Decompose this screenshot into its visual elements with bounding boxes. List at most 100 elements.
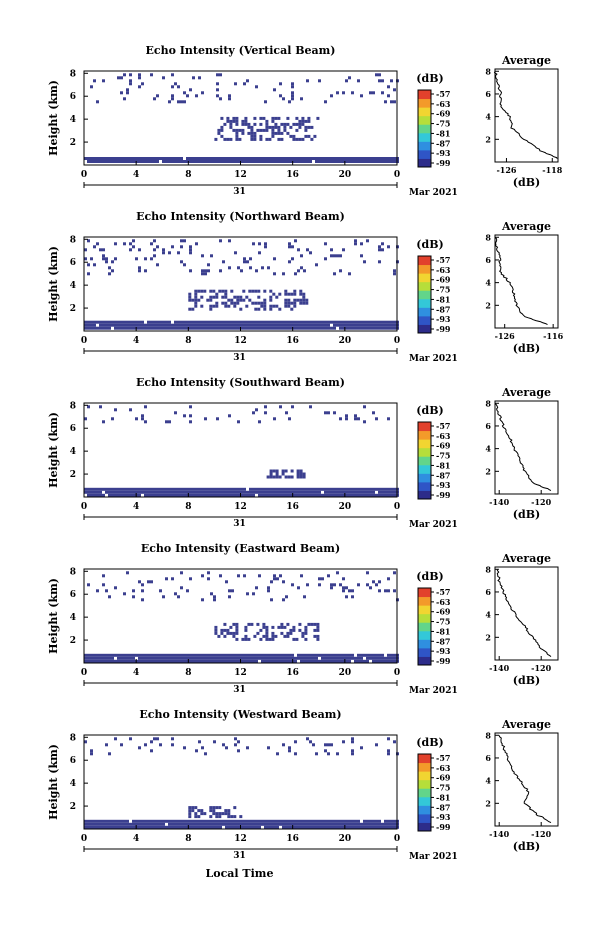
- echo-cell: [363, 487, 366, 491]
- echo-cell: [327, 320, 330, 324]
- echo-cell: [244, 625, 248, 629]
- echo-cell: [282, 320, 285, 324]
- echo-cell: [183, 493, 186, 497]
- echo-cell: [252, 592, 255, 596]
- echo-cell: [357, 825, 360, 829]
- echo-cell: [162, 320, 165, 324]
- echo-cell: [271, 134, 275, 138]
- echo-cell: [348, 822, 351, 826]
- colorbar-segment: [418, 107, 431, 117]
- echo-cell: [174, 653, 177, 657]
- echo-cell: [246, 260, 249, 264]
- echo-cell: [393, 323, 396, 327]
- echo-cell: [231, 490, 234, 494]
- echo-cell: [251, 301, 255, 305]
- average-y-tick-label: 4: [485, 278, 491, 288]
- echo-cell: [384, 323, 387, 327]
- echo-cell: [273, 326, 276, 330]
- echo-cell: [249, 825, 252, 829]
- echo-cell: [246, 822, 249, 826]
- echo-cell: [363, 420, 366, 424]
- echo-cell: [336, 825, 339, 829]
- echo-cell: [366, 659, 369, 663]
- echo-cell: [268, 137, 272, 141]
- echo-cell: [284, 292, 288, 296]
- echo-cell: [228, 490, 231, 494]
- echo-cell: [315, 320, 318, 324]
- echo-cell: [135, 822, 138, 826]
- echo-cell: [336, 571, 339, 575]
- echo-cell: [274, 131, 278, 135]
- echo-cell: [186, 589, 189, 593]
- echo-cell: [302, 295, 306, 299]
- echo-cell: [84, 248, 87, 252]
- echo-cell: [138, 266, 141, 270]
- echo-cell: [96, 819, 99, 823]
- echo-cell: [123, 73, 126, 77]
- echo-cell: [351, 752, 354, 756]
- echo-cell: [150, 822, 153, 826]
- colorbar-tick-label: -81: [436, 792, 450, 802]
- echo-cell: [203, 289, 207, 293]
- echo-cell: [147, 580, 150, 584]
- echo-cell: [114, 737, 117, 741]
- echo-cell: [168, 490, 171, 494]
- echo-cell: [126, 659, 129, 663]
- echo-cell: [241, 119, 245, 123]
- echo-cell: [138, 746, 141, 750]
- echo-cell: [99, 653, 102, 657]
- echo-cell: [219, 487, 222, 491]
- echo-cell: [189, 251, 192, 255]
- echo-cell: [393, 320, 396, 324]
- echo-cell: [102, 420, 105, 424]
- echo-cell: [384, 493, 387, 497]
- echo-cell: [177, 157, 180, 160]
- echo-cell: [171, 493, 174, 497]
- echo-cell: [393, 653, 396, 657]
- echo-cell: [293, 301, 297, 305]
- echo-cell: [214, 625, 218, 629]
- echo-cell: [216, 82, 219, 86]
- echo-cell: [239, 815, 243, 819]
- colorbar-unit: (dB): [416, 570, 443, 583]
- echo-cell: [168, 659, 171, 663]
- echo-cell: [345, 825, 348, 829]
- echo-cell: [363, 819, 366, 823]
- echo-cell: [291, 85, 294, 89]
- colorbar-segment: [418, 124, 431, 134]
- echo-cell: [231, 487, 234, 491]
- echo-cell: [363, 405, 366, 409]
- echo-cell: [256, 128, 260, 132]
- echo-cell: [336, 91, 339, 95]
- echo-cell: [209, 806, 213, 810]
- echo-cell: [298, 628, 302, 632]
- echo-cell: [378, 323, 381, 327]
- echo-cell: [232, 128, 236, 132]
- echo-cell: [230, 301, 234, 305]
- echo-cell: [171, 73, 174, 77]
- echo-cell: [156, 822, 159, 826]
- echo-cell: [305, 298, 309, 302]
- echo-cell: [363, 323, 366, 327]
- echo-cell: [240, 653, 243, 657]
- echo-cell: [138, 248, 141, 252]
- echo-cell: [186, 160, 189, 163]
- echo-cell: [288, 653, 291, 657]
- colorbar-segment: [418, 788, 431, 798]
- echo-cell: [342, 586, 345, 590]
- echo-cell: [324, 819, 327, 823]
- echo-cell: [235, 134, 239, 138]
- plot-frame: [83, 402, 398, 498]
- echo-cell: [189, 320, 192, 324]
- echo-cell: [216, 320, 219, 324]
- echo-cell: [192, 490, 195, 494]
- echo-cell: [381, 490, 384, 494]
- echo-cell: [267, 493, 270, 497]
- echo-cell: [288, 825, 291, 829]
- echo-cell: [387, 94, 390, 98]
- x-tick-label: 16: [286, 834, 299, 844]
- echo-cell: [282, 822, 285, 826]
- echo-cell: [240, 493, 243, 497]
- echo-cell: [369, 822, 372, 826]
- echo-cell: [144, 822, 147, 826]
